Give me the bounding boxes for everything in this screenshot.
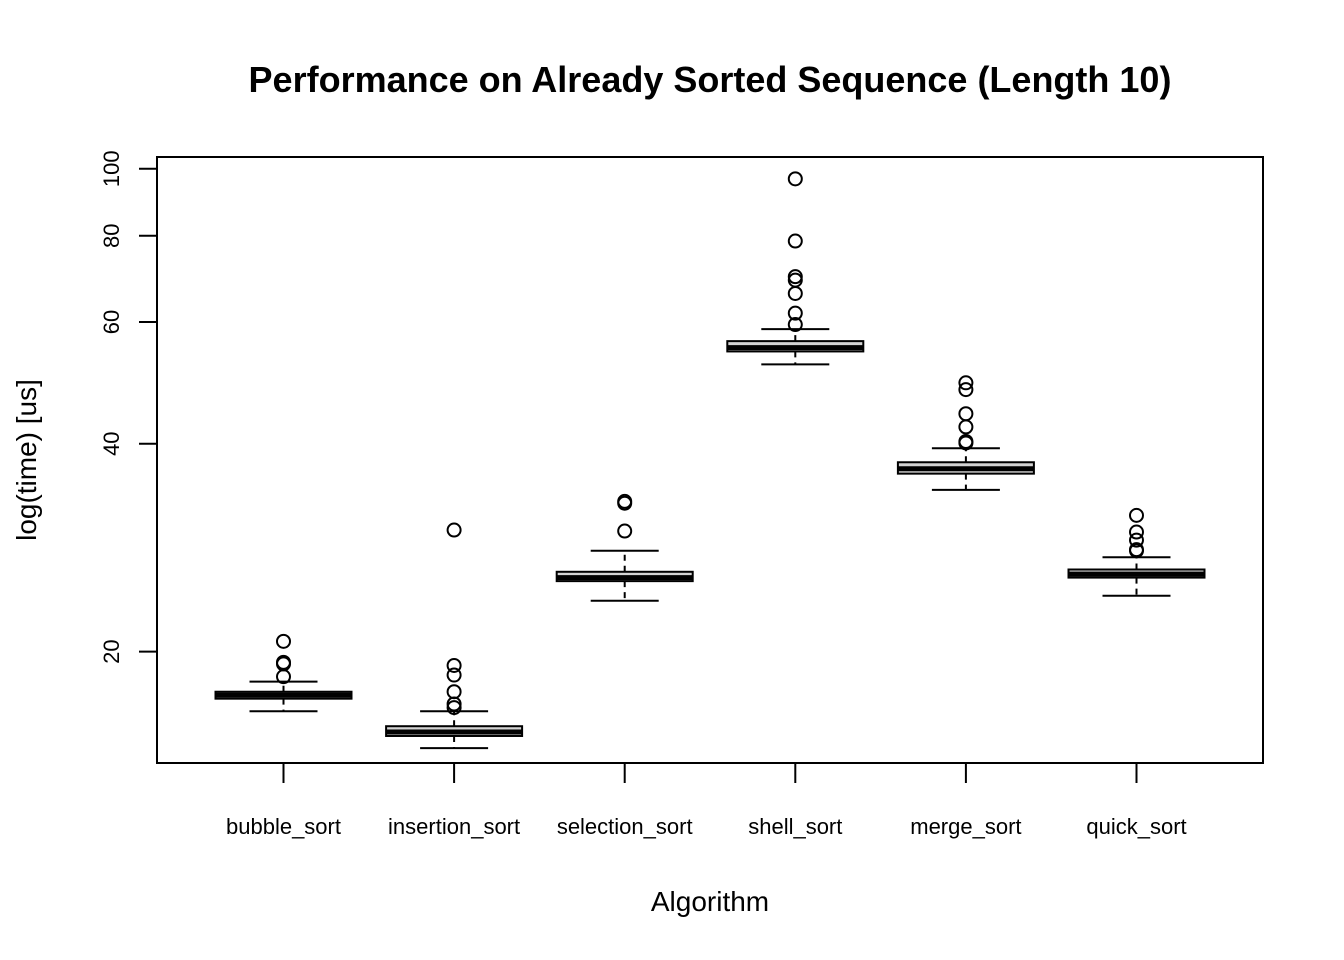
outlier-point xyxy=(958,433,974,449)
outlier-point xyxy=(787,305,803,321)
x-tick-label: insertion_sort xyxy=(388,814,520,839)
box-shell_sort xyxy=(726,171,865,366)
box-series xyxy=(214,171,1206,750)
box-insertion_sort xyxy=(385,522,524,750)
plot-frame xyxy=(156,156,1264,764)
outlier-point xyxy=(446,684,462,700)
x-axis-label: Algorithm xyxy=(651,886,769,917)
x-tick-label: selection_sort xyxy=(557,814,693,839)
x-tick-label: merge_sort xyxy=(910,814,1021,839)
box-selection_sort xyxy=(555,493,694,602)
outlier-point xyxy=(958,382,974,398)
outlier-point xyxy=(1129,542,1144,558)
box-bubble_sort xyxy=(214,633,353,713)
x-tick-label: bubble_sort xyxy=(226,814,341,839)
y-tick-label: 60 xyxy=(99,310,124,334)
outlier-point xyxy=(787,171,803,187)
y-axis: 20 40 60 80 100 xyxy=(99,150,158,664)
outlier-point xyxy=(446,667,462,683)
outlier-point xyxy=(787,317,803,333)
outlier-point xyxy=(958,375,974,391)
outlier-point xyxy=(1129,524,1144,540)
outlier-point xyxy=(1129,507,1144,523)
outlier-point xyxy=(787,233,803,249)
outlier-point xyxy=(446,657,462,673)
outlier-point xyxy=(276,654,291,670)
outlier-point xyxy=(617,523,633,539)
x-tick-label: quick_sort xyxy=(1086,814,1186,839)
outlier-point xyxy=(958,406,974,422)
outlier-point xyxy=(787,269,803,285)
outlier-point xyxy=(276,633,291,649)
y-tick-label: 20 xyxy=(99,639,124,663)
outlier-point xyxy=(958,419,974,435)
outlier-point xyxy=(446,522,462,538)
outlier-point xyxy=(787,285,803,301)
y-tick-label: 40 xyxy=(99,431,124,455)
x-tick-label: shell_sort xyxy=(748,814,842,839)
y-tick-label: 80 xyxy=(99,223,124,247)
box-quick_sort xyxy=(1067,507,1206,597)
chart-title: Performance on Already Sorted Sequence (… xyxy=(249,59,1172,100)
y-axis-label: log(time) [us] xyxy=(11,379,42,541)
x-axis: bubble_sort insertion_sort selection_sort s… xyxy=(226,763,1187,839)
box-merge_sort xyxy=(896,375,1035,491)
outlier-point xyxy=(617,493,633,509)
y-tick-label: 100 xyxy=(99,150,124,187)
outlier-point xyxy=(1129,532,1144,548)
